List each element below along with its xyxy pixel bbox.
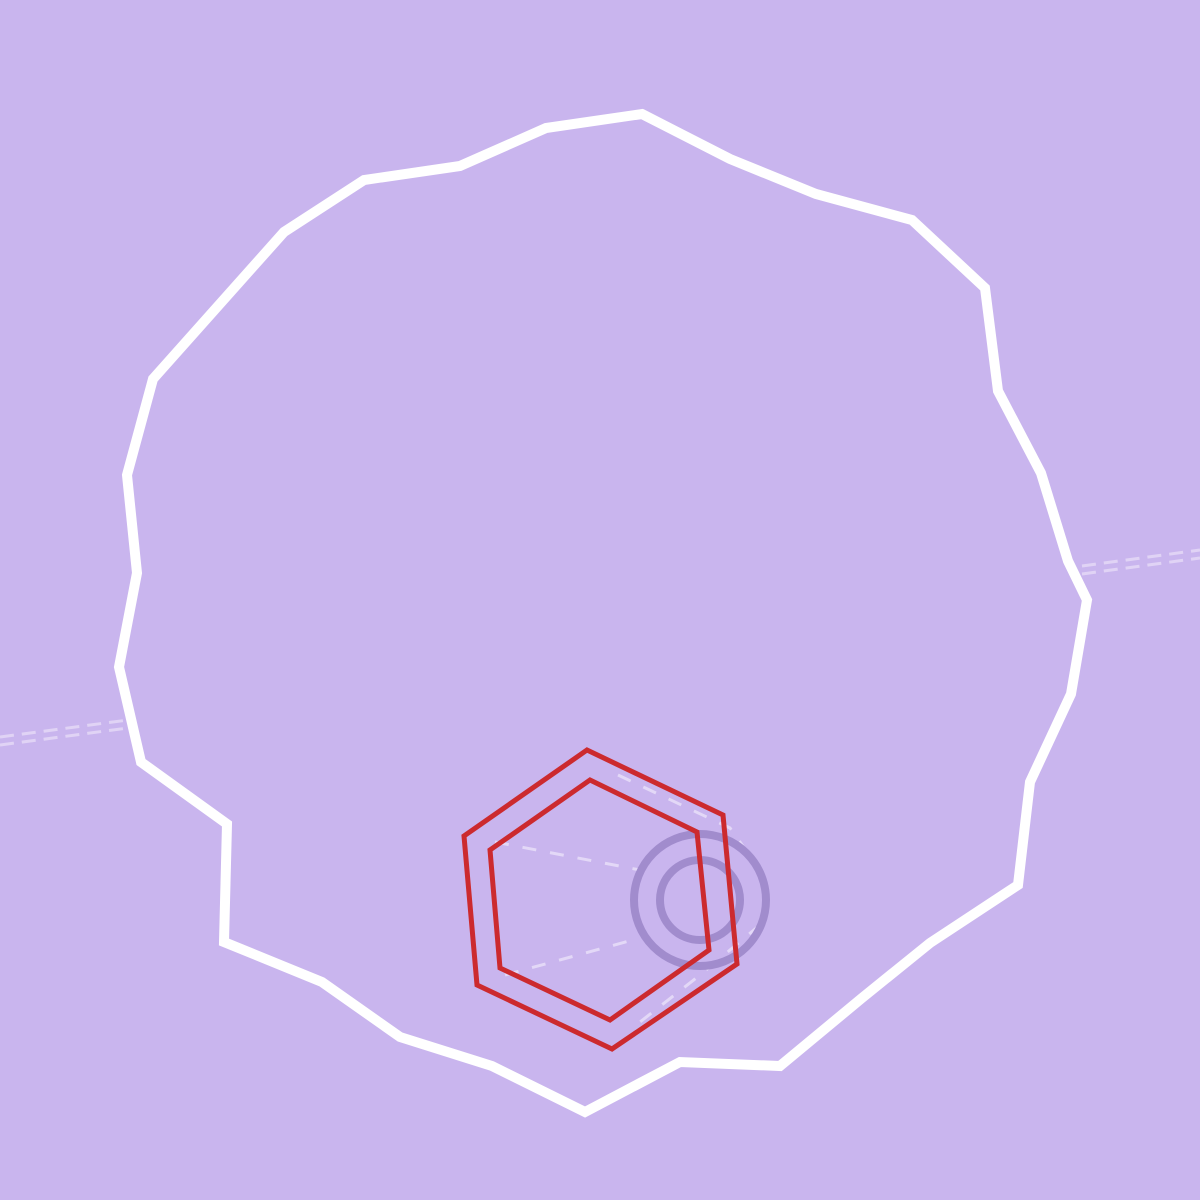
guide-line-right-b: [1081, 556, 1200, 576]
inner-dashed-guides: [494, 773, 762, 1024]
irregular-outline: [113, 108, 1093, 1118]
dashed-guides: [0, 548, 1200, 747]
inner-guide-right-top: [617, 773, 762, 871]
ring-outer: [630, 830, 770, 970]
inner-guide-upper: [494, 840, 641, 872]
inner-guide-lower: [504, 936, 641, 977]
hexagon-inner: [487, 777, 712, 1023]
guide-line-right-a: [1081, 548, 1200, 568]
hexagon-outer: [461, 747, 740, 1052]
